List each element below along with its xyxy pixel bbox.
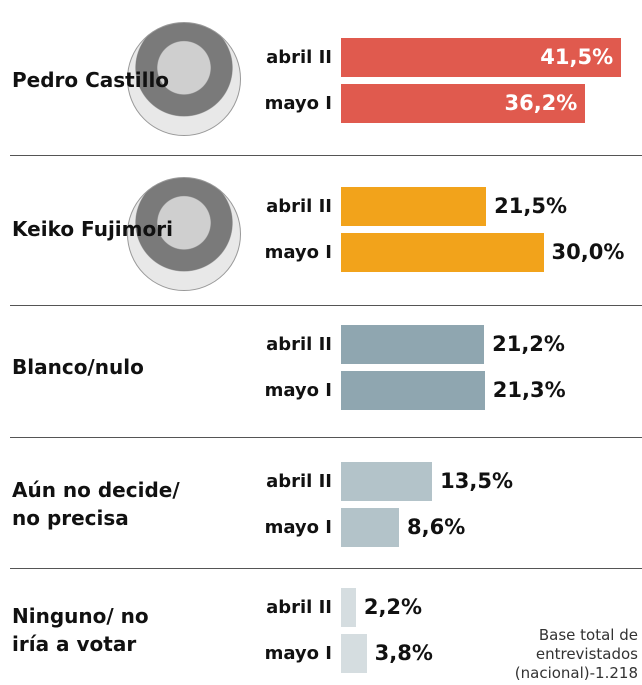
series-label: mayo I bbox=[222, 634, 332, 673]
value-label: 2,2% bbox=[364, 588, 422, 627]
value-label: 21,5% bbox=[494, 187, 567, 226]
series-label: abril II bbox=[222, 187, 332, 226]
bar bbox=[341, 325, 484, 364]
series-label: abril II bbox=[222, 462, 332, 501]
separator bbox=[10, 305, 642, 306]
value-label: 30,0% bbox=[552, 233, 625, 272]
category-label: Aún no decide/ no precisa bbox=[12, 476, 182, 532]
bar bbox=[341, 508, 399, 547]
bar bbox=[341, 462, 432, 501]
separator bbox=[10, 155, 642, 156]
category-label: Ninguno/ no iría a votar bbox=[12, 602, 182, 658]
value-label: 21,2% bbox=[492, 325, 565, 364]
series-label: mayo I bbox=[222, 371, 332, 410]
category-label: Pedro Castillo bbox=[12, 66, 182, 94]
bar bbox=[341, 634, 367, 673]
category-label: Keiko Fujimori bbox=[12, 215, 182, 243]
bar bbox=[341, 187, 486, 226]
value-label: 13,5% bbox=[440, 462, 513, 501]
separator bbox=[10, 437, 642, 438]
note: Base total de entrevistados (nacional)-1… bbox=[498, 626, 638, 683]
chart: Base total de entrevistados (nacional)-1… bbox=[0, 0, 642, 685]
value-label: 3,8% bbox=[375, 634, 433, 673]
series-label: mayo I bbox=[222, 84, 332, 123]
value-label: 41,5% bbox=[501, 38, 613, 77]
value-label: 21,3% bbox=[493, 371, 566, 410]
series-label: abril II bbox=[222, 325, 332, 364]
bar bbox=[341, 588, 356, 627]
category-label: Blanco/nulo bbox=[12, 353, 182, 381]
series-label: mayo I bbox=[222, 508, 332, 547]
bar bbox=[341, 371, 485, 410]
value-label: 8,6% bbox=[407, 508, 465, 547]
bar bbox=[341, 233, 544, 272]
series-label: abril II bbox=[222, 38, 332, 77]
value-label: 36,2% bbox=[465, 84, 577, 123]
separator bbox=[10, 568, 642, 569]
series-label: abril II bbox=[222, 588, 332, 627]
series-label: mayo I bbox=[222, 233, 332, 272]
